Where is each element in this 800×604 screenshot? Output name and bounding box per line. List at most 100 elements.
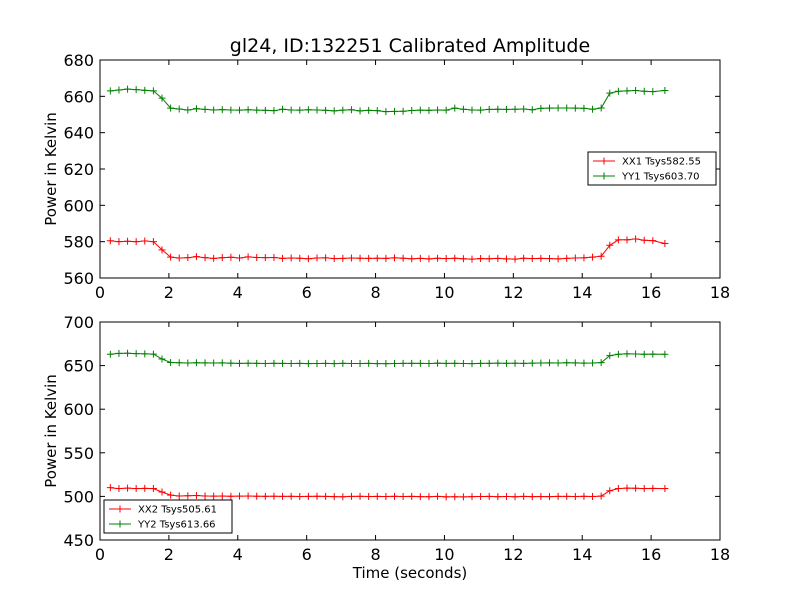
data-point-marker	[356, 492, 364, 500]
data-point-marker	[614, 236, 622, 244]
data-point-marker	[132, 238, 140, 246]
data-point-marker	[339, 493, 347, 501]
data-point-marker	[322, 106, 330, 114]
data-point-marker	[494, 254, 502, 262]
data-point-marker	[201, 492, 209, 500]
data-point-marker	[227, 492, 235, 500]
x-tick-label: 2	[164, 283, 174, 302]
data-point-marker	[571, 254, 579, 262]
x-tick-label: 16	[641, 545, 661, 564]
x-tick-label: 14	[572, 283, 592, 302]
data-point-marker	[477, 359, 485, 367]
x-tick-label: 0	[95, 545, 105, 564]
data-point-marker	[356, 107, 364, 115]
data-point-marker	[468, 493, 476, 501]
data-point-marker	[253, 253, 261, 261]
data-point-marker	[124, 237, 132, 245]
data-point-marker	[546, 359, 553, 367]
data-point-marker	[451, 104, 459, 112]
data-point-marker	[546, 255, 553, 263]
x-tick-label: 6	[302, 283, 312, 302]
data-point-marker	[416, 493, 424, 501]
data-point-marker	[580, 492, 588, 500]
data-point-marker	[408, 255, 416, 263]
x-axis-label: Time (seconds)	[352, 564, 468, 582]
data-point-marker	[632, 87, 640, 95]
data-point-marker	[597, 492, 605, 500]
x-tick-label: 2	[164, 545, 174, 564]
data-point-marker	[175, 105, 183, 113]
data-point-marker	[244, 106, 252, 114]
data-point-marker	[115, 485, 123, 493]
data-point-marker	[149, 350, 157, 358]
data-point-marker	[244, 359, 252, 367]
data-point-marker	[571, 104, 579, 112]
data-point-marker	[236, 359, 243, 367]
y-tick-label: 650	[63, 357, 94, 376]
legend-marker-2	[600, 172, 608, 180]
data-point-marker	[649, 484, 657, 492]
data-point-marker	[614, 350, 622, 358]
data-point-marker	[132, 485, 140, 493]
data-point-marker	[494, 493, 502, 501]
data-point-marker	[253, 359, 261, 367]
data-point-marker	[210, 359, 218, 367]
data-point-marker	[330, 255, 338, 263]
data-point-marker	[640, 236, 648, 244]
x-tick-label: 4	[233, 283, 243, 302]
data-point-marker	[416, 359, 424, 367]
data-point-marker	[287, 254, 295, 262]
data-point-marker	[141, 237, 149, 245]
data-point-marker	[520, 359, 528, 367]
data-point-marker	[192, 359, 200, 367]
data-point-marker	[442, 255, 450, 263]
data-point-marker	[158, 488, 166, 496]
data-point-marker	[304, 106, 312, 114]
data-point-marker	[442, 493, 450, 501]
data-point-marker	[253, 492, 261, 500]
data-point-marker	[373, 360, 381, 368]
data-point-marker	[132, 86, 140, 94]
legend-label-2: YY2 Tsys613.66	[137, 520, 216, 531]
data-point-marker	[563, 359, 571, 367]
data-point-marker	[365, 254, 373, 262]
legend-marker-1	[600, 157, 608, 165]
data-point-marker	[416, 106, 424, 114]
data-point-marker	[382, 254, 390, 262]
data-point-marker	[391, 107, 398, 115]
data-point-marker	[218, 492, 226, 500]
data-point-marker	[606, 241, 614, 249]
data-point-marker	[399, 254, 407, 262]
data-point-marker	[661, 485, 669, 493]
data-point-marker	[201, 359, 209, 367]
data-point-marker	[468, 106, 476, 114]
data-point-marker	[330, 107, 338, 115]
data-point-marker	[167, 491, 175, 499]
data-point-marker	[640, 87, 648, 95]
y-tick-label: 560	[63, 269, 94, 288]
data-point-marker	[322, 492, 330, 500]
data-point-marker	[175, 359, 183, 367]
data-point-marker	[192, 253, 200, 261]
data-point-marker	[554, 492, 562, 500]
data-point-marker	[304, 255, 312, 263]
data-point-marker	[236, 492, 243, 500]
data-point-marker	[614, 87, 622, 95]
data-point-marker	[365, 359, 373, 367]
data-point-marker	[227, 359, 235, 367]
data-point-marker	[382, 108, 390, 116]
data-point-marker	[537, 104, 545, 112]
data-point-marker	[649, 237, 657, 245]
data-point-marker	[279, 105, 287, 113]
x-tick-label: 6	[302, 545, 312, 564]
data-point-marker	[459, 360, 467, 368]
data-point-marker	[425, 493, 433, 501]
data-point-marker	[477, 255, 485, 263]
data-point-marker	[459, 255, 467, 263]
data-point-marker	[511, 493, 519, 501]
data-point-marker	[218, 106, 226, 114]
data-point-marker	[313, 360, 321, 368]
data-point-marker	[520, 105, 528, 113]
data-point-marker	[115, 349, 123, 357]
data-point-marker	[339, 106, 347, 114]
